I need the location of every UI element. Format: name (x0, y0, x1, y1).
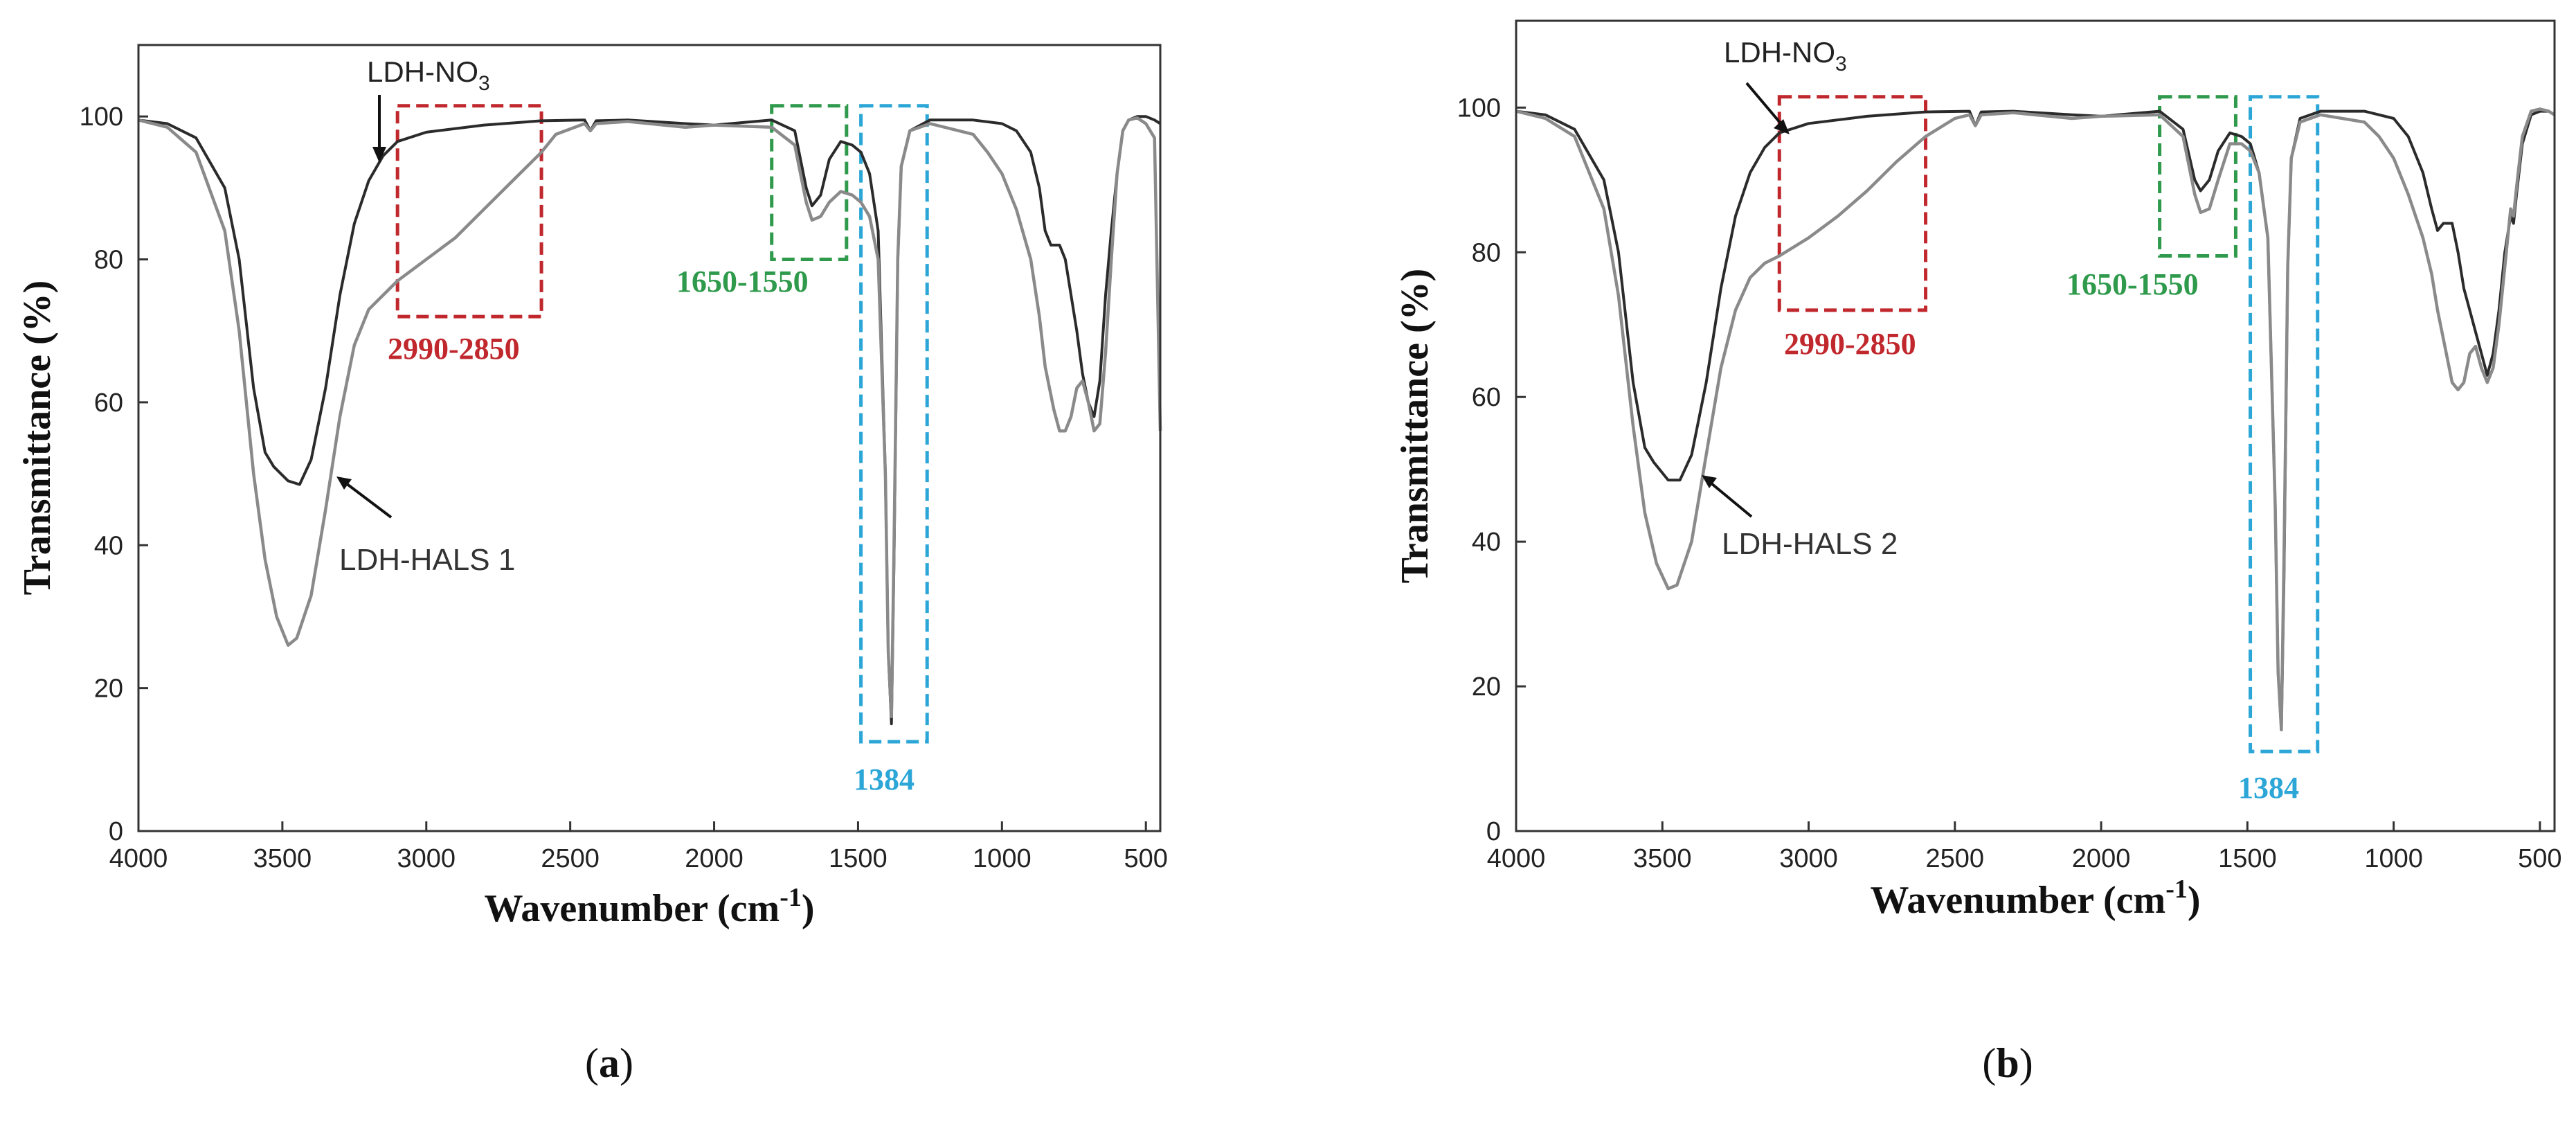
panel-b-x-tick-label: 4000 (1487, 844, 1546, 873)
panel-b-label-ldh-hals2: LDH-HALS 2 (1722, 527, 1898, 561)
panel-b-x-tick-label: 2500 (1926, 844, 1985, 873)
panel-b-y-axis-label: Transmittance (%) (1394, 269, 1436, 584)
panel-a-axes-frame (137, 44, 1162, 832)
panel-a-y-axis-label: Transmittance (%) (16, 280, 59, 596)
panel-a-label-ldh-no3: LDH-NO3 (367, 55, 490, 95)
panel-a-x-axis-label: Wavenumber (cm-1) (484, 883, 814, 930)
panel-a-region-boxes (395, 104, 929, 744)
panel-a-region-label-2990-2850: 2990-2850 (388, 332, 520, 366)
panel-b-caption: (b) (1982, 1040, 2033, 1086)
panel-b-arrow-no3 (1745, 82, 1790, 134)
panel-b-x-tick-label: 1000 (2364, 844, 2423, 873)
panel-a-y-tick-label: 60 (94, 389, 123, 418)
panel-b-x-axis-label: Wavenumber (cm-1) (1870, 875, 2200, 922)
panel-a-label-ldh-hals1: LDH-HALS 1 (339, 543, 515, 577)
panel-b-axis-ticks: 4000 3500 3000 2500 2000 1500 1000 500 0 20 40 60 80… (1457, 93, 2562, 873)
panel-b-x-tick-label: 3000 (1779, 844, 1838, 873)
panel-b-x-tick-label: 1500 (2218, 844, 2277, 873)
panel-b-region-label-2990-2850: 2990-2850 (1784, 327, 1916, 361)
panel-a-x-tick-label: 2500 (541, 844, 600, 873)
panel-b-plot-area: 4000 3500 3000 2500 2000 1500 1000 500 0 20 40 60 80… (1457, 19, 2562, 873)
panel-b-series-ldh-hals (1515, 107, 2556, 732)
panel-b-x-tick-label: 2000 (2072, 844, 2131, 873)
panel-b-region-box-1650-1550 (2158, 95, 2237, 258)
panel-a-x-tick-label: 1500 (829, 844, 888, 873)
panel-b-y-tick-label: 60 (1472, 383, 1501, 412)
panel-b-arrow-hals (1702, 475, 1753, 518)
panel-b-y-tick-label: 40 (1472, 528, 1501, 557)
panel-a: 4000 3500 3000 2500 2000 1500 1000 500 0 20 40 60 80… (16, 44, 1168, 1086)
panel-a-arrow-no3 (372, 95, 386, 163)
panel-a-series (138, 115, 1162, 726)
panel-b-region-box-2990-2850 (1777, 95, 1928, 312)
panel-a-region-label-1650-1550: 1650-1550 (676, 265, 809, 298)
panel-b: 4000 3500 3000 2500 2000 1500 1000 500 0 20 40 60 80… (1394, 19, 2562, 1086)
panel-a-x-tick-label: 3000 (397, 844, 456, 873)
panel-a-caption: (a) (585, 1040, 633, 1086)
panel-b-label-ldh-no3: LDH-NO3 (1724, 36, 1847, 75)
panel-a-region-label-1384: 1384 (854, 762, 915, 796)
panel-b-axes-frame (1515, 19, 2556, 832)
panel-b-y-tick-label: 100 (1457, 93, 1501, 123)
panel-b-x-tick-label: 500 (2518, 844, 2561, 873)
panel-a-x-tick-label: 500 (1124, 844, 1168, 873)
panel-a-region-box-1650-1550 (770, 104, 849, 262)
panel-a-y-tick-label: 0 (109, 817, 123, 846)
panel-a-x-tick-label: 1000 (973, 844, 1032, 873)
panel-a-y-tick-label: 80 (94, 246, 123, 275)
panel-b-x-tick-label: 3500 (1633, 844, 1692, 873)
panel-a-y-tick-label: 40 (94, 531, 123, 560)
panel-a-plot-area: 4000 3500 3000 2500 2000 1500 1000 500 0 20 40 60 80… (80, 44, 1168, 873)
panel-b-y-tick-label: 0 (1486, 817, 1501, 846)
panel-b-region-label-1650-1550: 1650-1550 (2066, 267, 2199, 301)
panel-a-x-tick-label: 2000 (685, 844, 744, 873)
panel-a-arrow-hals (336, 476, 393, 519)
panel-b-y-tick-label: 80 (1472, 238, 1501, 267)
panel-b-y-tick-label: 20 (1472, 672, 1501, 702)
panel-a-x-tick-label: 4000 (109, 844, 168, 873)
panel-a-region-box-1384 (859, 104, 929, 744)
panel-a-y-tick-label: 100 (80, 102, 123, 132)
panel-b-region-box-1384 (2249, 95, 2320, 753)
panel-b-region-label-1384: 1384 (2238, 771, 2299, 805)
panel-a-y-tick-label: 20 (94, 675, 123, 704)
panel-a-region-box-2990-2850 (395, 104, 543, 319)
panel-a-x-tick-label: 3500 (253, 844, 312, 873)
panel-a-axis-ticks: 4000 3500 3000 2500 2000 1500 1000 500 0 20 40 60 80… (80, 102, 1168, 873)
panel-b-region-boxes (1777, 95, 2320, 753)
panel-a-series-ldh-hals (138, 116, 1162, 719)
panel-b-series (1515, 107, 2556, 732)
